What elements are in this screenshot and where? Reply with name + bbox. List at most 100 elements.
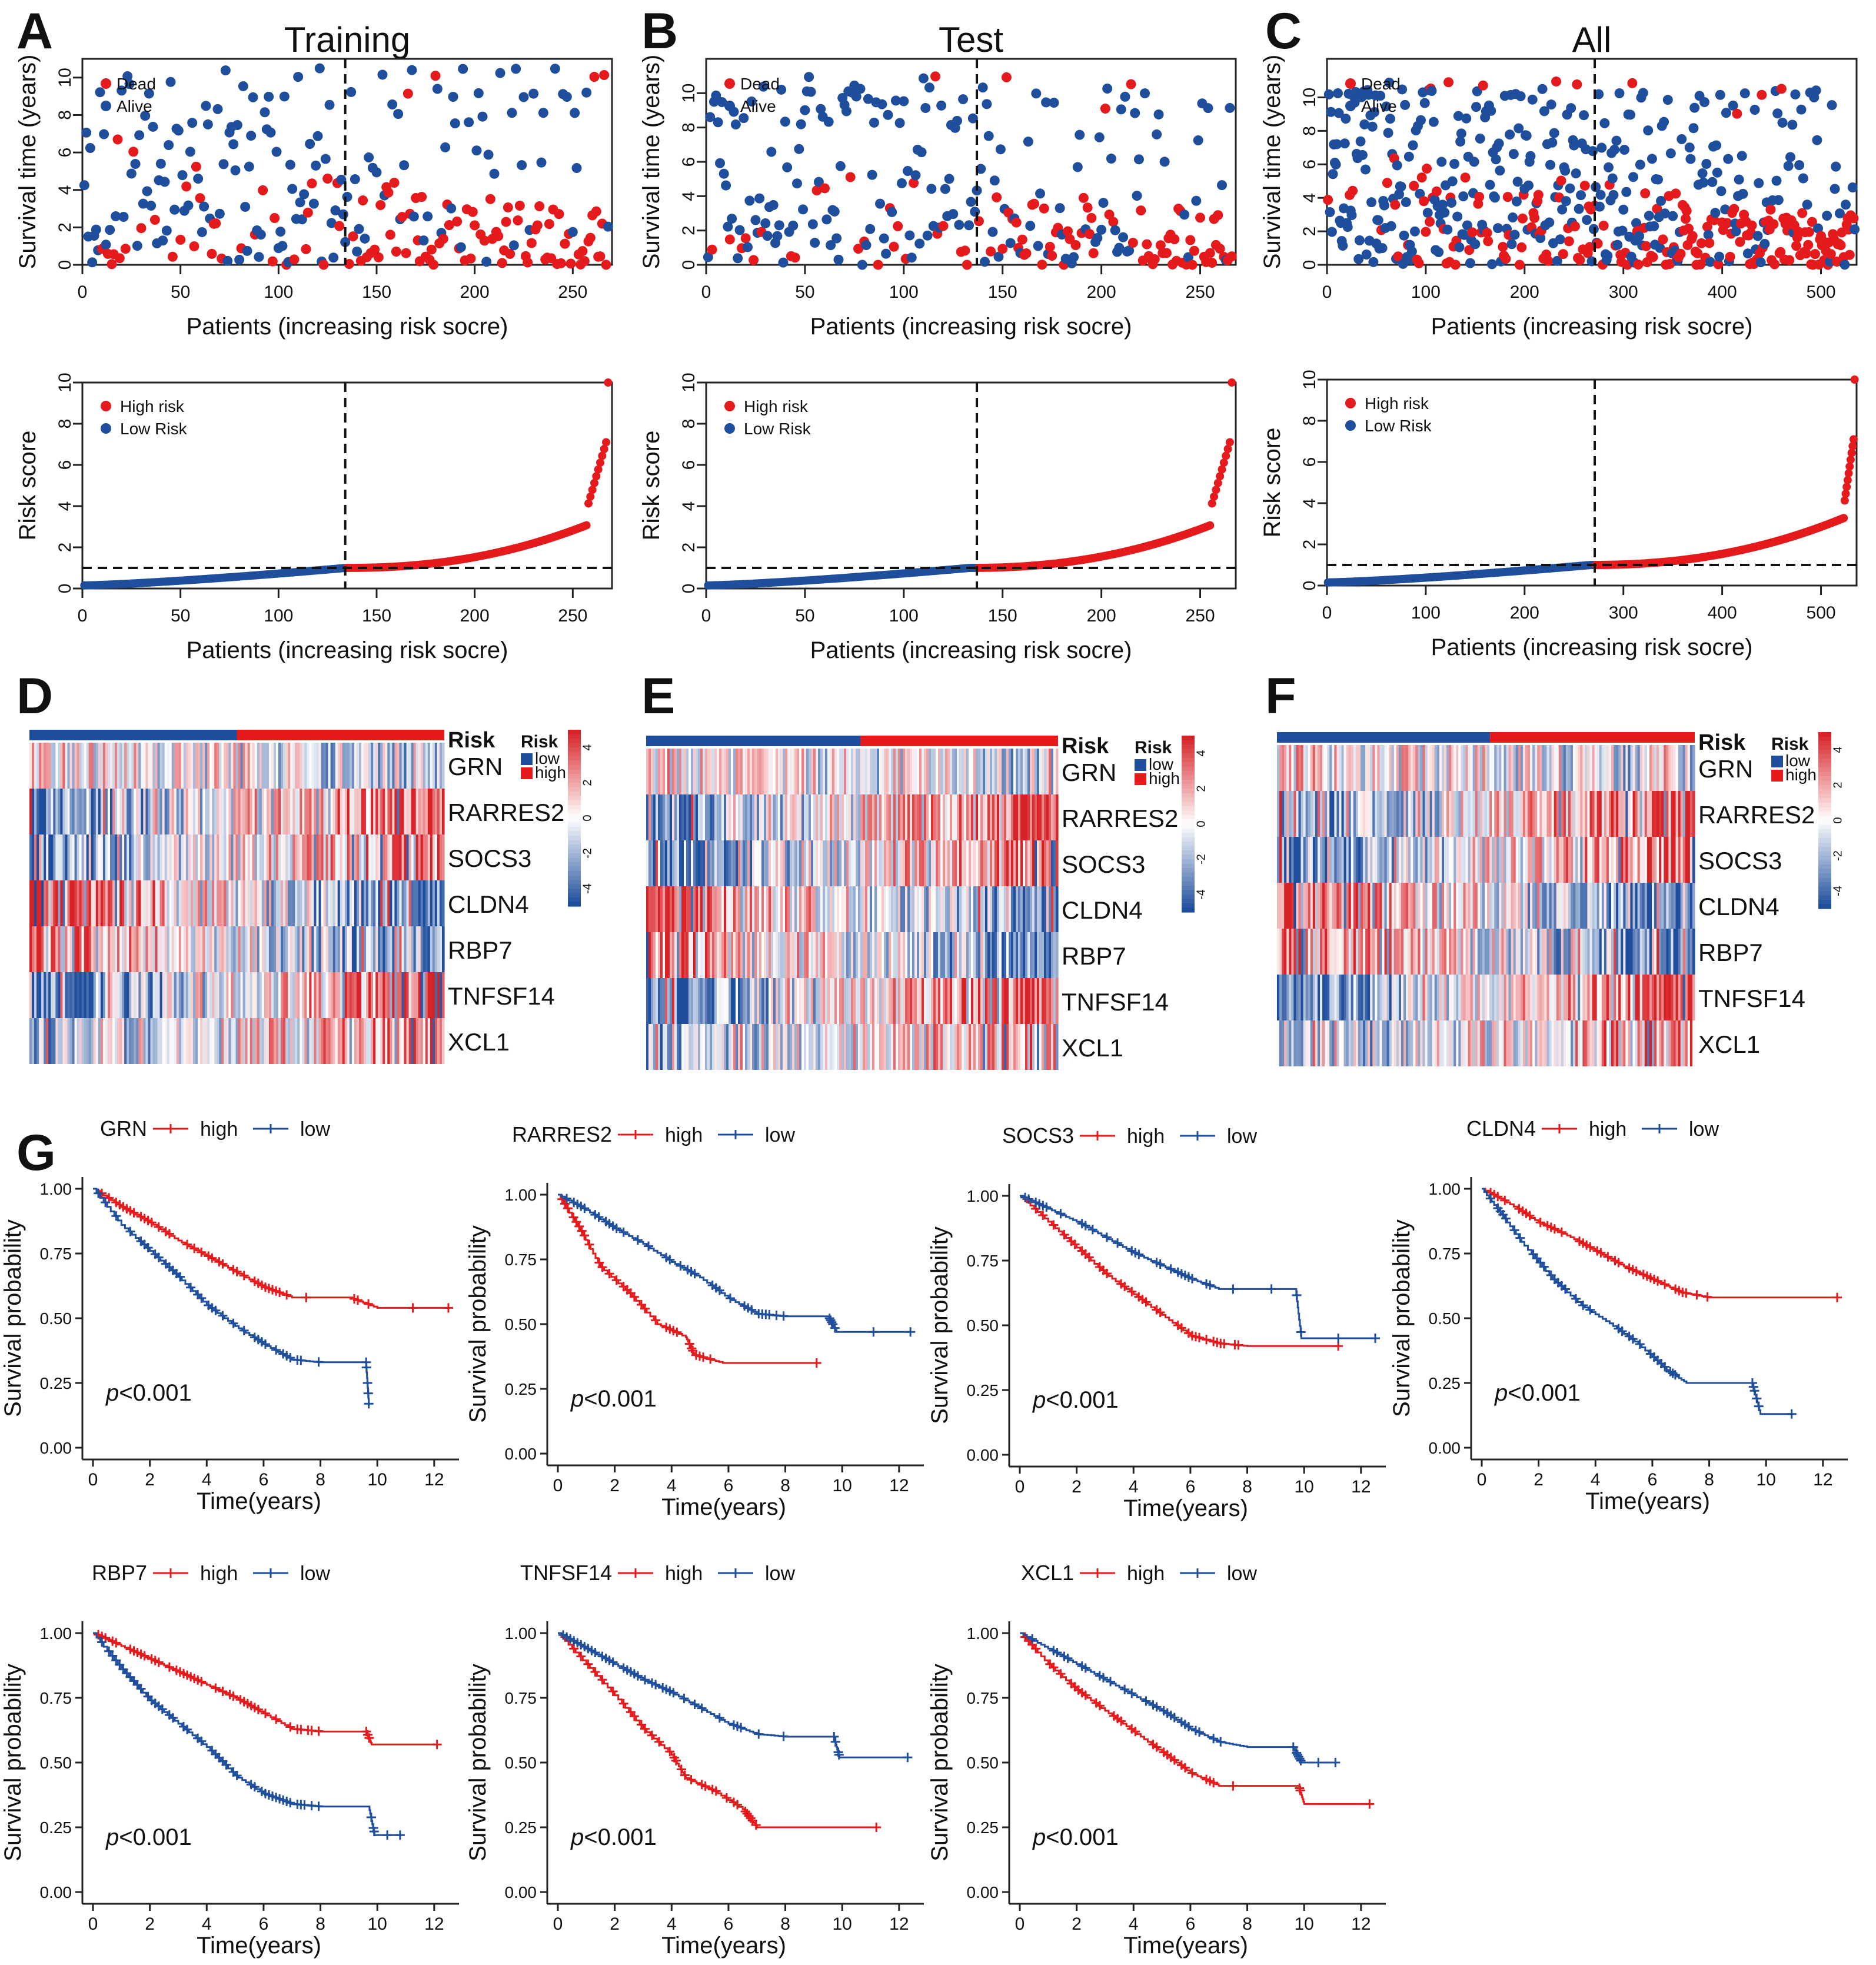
heatmap-cell — [115, 880, 118, 926]
heatmap-cell — [964, 794, 967, 840]
heatmap-cell — [439, 789, 443, 834]
alive-point — [297, 214, 307, 225]
alive-point — [138, 198, 148, 209]
alive-point — [987, 227, 998, 237]
alive-point — [721, 180, 731, 191]
heatmap-cell — [738, 794, 741, 840]
heatmap-cell — [95, 972, 99, 1018]
heatmap-cell — [46, 972, 49, 1018]
heatmap-cell — [152, 1018, 156, 1064]
heatmap-cell — [853, 840, 856, 886]
heatmap-cell — [335, 926, 338, 972]
heatmap-cell — [922, 840, 924, 886]
heatmap-cell — [181, 880, 184, 926]
alive-point — [1759, 238, 1770, 249]
heatmap-cell — [257, 880, 260, 926]
heatmap-cell — [162, 926, 165, 972]
heatmap-cell — [841, 978, 844, 1024]
alive-point — [841, 106, 851, 117]
heatmap-cell — [150, 743, 154, 789]
heatmap-cell — [295, 880, 298, 926]
heatmap-cell — [69, 926, 73, 972]
heatmap-cell — [724, 840, 727, 886]
heatmap-cell — [361, 789, 364, 834]
alive-point — [881, 248, 892, 259]
alive-point — [277, 241, 288, 251]
heatmap-cell — [1044, 932, 1047, 978]
heatmap-cell — [1027, 978, 1030, 1024]
heatmap-cell — [820, 1024, 823, 1070]
heatmap-cell — [408, 743, 412, 789]
heatmap-cell — [122, 972, 125, 1018]
alive-point — [1152, 129, 1162, 139]
dead-point — [1709, 215, 1719, 225]
dead-point — [444, 220, 454, 231]
heatmap-cell — [929, 978, 932, 1024]
heatmap-cell — [797, 749, 800, 794]
heatmap-cell — [93, 743, 97, 789]
colorbar-cell — [568, 827, 581, 832]
heatmap-cell — [740, 886, 743, 932]
alive-point — [780, 117, 790, 127]
dead-point — [1467, 227, 1478, 238]
heatmap-cell — [55, 834, 58, 880]
alive-point — [1511, 196, 1522, 207]
heatmap-cell — [392, 972, 395, 1018]
alive-point — [330, 205, 341, 216]
heatmap-cell — [745, 886, 748, 932]
alive-point — [177, 170, 188, 181]
colorbar-cell — [1182, 837, 1195, 842]
high-risk-point — [598, 451, 607, 460]
heatmap-cell — [127, 880, 129, 926]
heatmap-cell — [769, 978, 771, 1024]
heatmap-cell — [792, 749, 795, 794]
x-tick-label: 250 — [558, 606, 587, 626]
heatmap-cell — [1020, 978, 1023, 1024]
alive-point — [1659, 208, 1670, 219]
high-risk-point — [596, 458, 604, 467]
heatmap-cell — [1051, 932, 1054, 978]
dead-point — [1825, 249, 1836, 260]
y-tick-label: 2 — [55, 543, 75, 553]
heatmap-cell — [309, 743, 312, 789]
heatmap-cell — [397, 834, 400, 880]
heatmap-cell — [335, 743, 338, 789]
colorbar-tick-label: -4 — [1195, 889, 1208, 900]
heatmap-cell — [74, 789, 78, 834]
heatmap-cell — [766, 1024, 769, 1070]
heatmap-cell — [44, 834, 46, 880]
heatmap-cell — [672, 840, 675, 886]
heatmap-cell — [1056, 1024, 1059, 1070]
heatmap-cell — [109, 743, 113, 789]
heatmap-cell — [900, 932, 903, 978]
heatmap-cell — [351, 926, 355, 972]
alive-point — [1594, 89, 1604, 99]
heatmap-cell — [1004, 978, 1007, 1024]
dead-point — [370, 244, 380, 255]
alive-point — [1535, 233, 1546, 244]
heatmap-cell — [691, 978, 694, 1024]
alive-point — [1359, 119, 1370, 129]
alive-point — [826, 240, 836, 251]
heatmap-cell — [335, 880, 338, 926]
heatmap-cell — [250, 972, 253, 1018]
heatmap-cell — [62, 1018, 66, 1064]
heatmap-cell — [983, 886, 986, 932]
heatmap-row-xcl1 — [646, 1024, 1059, 1070]
heatmap-cell — [717, 886, 720, 932]
heatmap-cell — [86, 972, 89, 1018]
heatmap-cell — [954, 794, 957, 840]
heatmap-cell — [411, 972, 414, 1018]
heatmap-cell — [733, 840, 736, 886]
heatmap-cell — [1372, 745, 1375, 791]
heatmap-cell — [658, 932, 661, 978]
heatmap-cell — [865, 840, 868, 886]
heatmap-cell — [752, 749, 755, 794]
heatmap-cell — [886, 978, 889, 1024]
alive-point — [906, 252, 917, 263]
alive-point — [1124, 245, 1135, 256]
alive-point — [1546, 99, 1556, 110]
dead-point — [1431, 186, 1442, 197]
heatmap-cell — [660, 794, 663, 840]
heatmap-cell — [318, 880, 322, 926]
